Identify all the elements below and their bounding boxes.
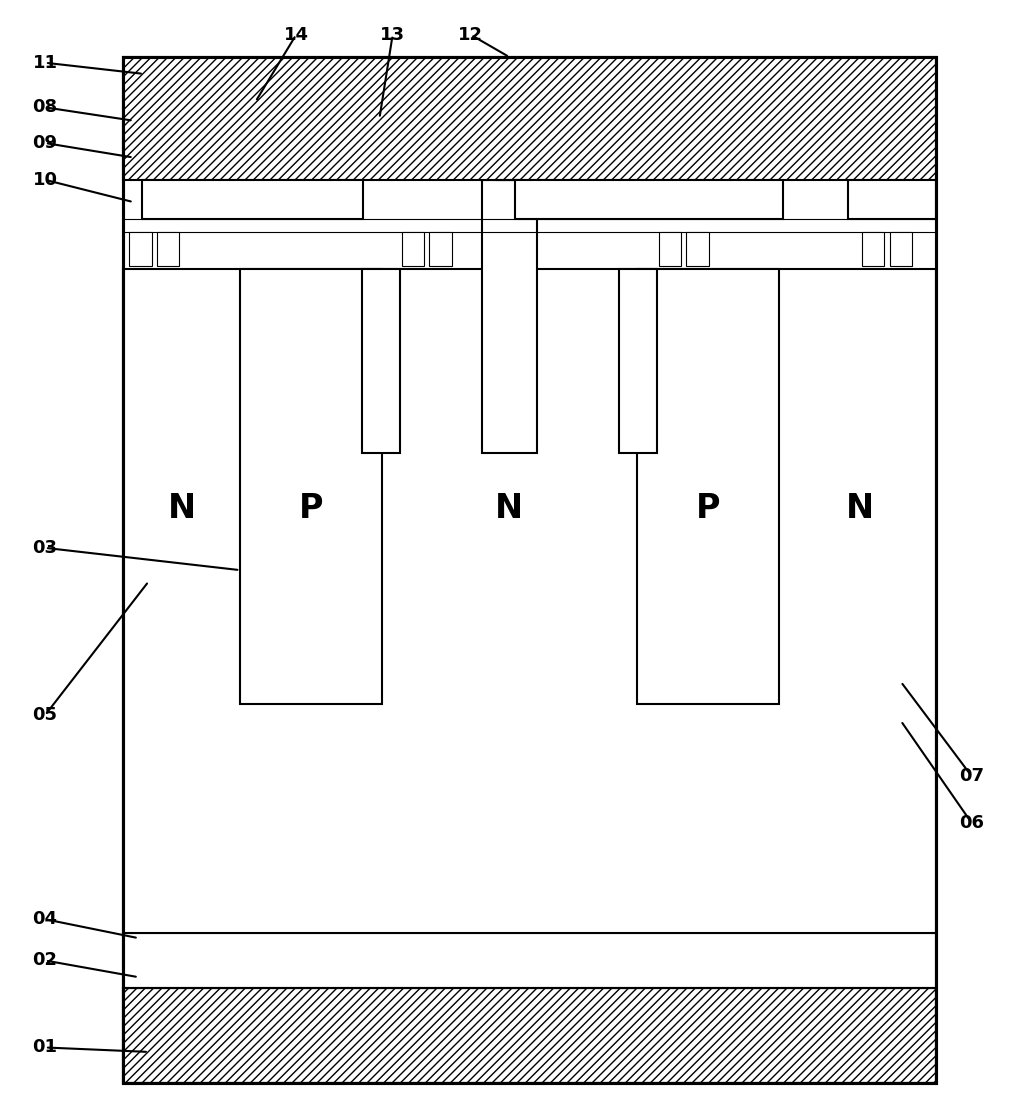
Bar — [123, 988, 936, 1083]
Text: 01: 01 — [33, 1039, 58, 1057]
Text: 14: 14 — [283, 26, 309, 44]
Text: 06: 06 — [959, 814, 984, 832]
Text: 08: 08 — [33, 98, 58, 116]
Bar — [890, 233, 912, 266]
Text: N: N — [168, 492, 197, 525]
Text: 12: 12 — [459, 26, 483, 44]
Text: N: N — [846, 492, 874, 525]
Text: 11: 11 — [33, 54, 58, 72]
Bar — [129, 233, 152, 266]
Text: P+: P+ — [629, 188, 668, 212]
Bar — [362, 269, 399, 453]
Bar — [401, 233, 424, 266]
Bar — [157, 233, 179, 266]
Text: 13: 13 — [380, 26, 406, 44]
Bar — [482, 180, 537, 453]
Bar — [123, 932, 936, 988]
Bar — [515, 180, 783, 219]
Text: 07: 07 — [959, 767, 984, 786]
Bar — [620, 269, 657, 453]
Bar — [862, 233, 884, 266]
Text: 05: 05 — [33, 707, 58, 724]
Text: 03: 03 — [33, 539, 58, 557]
Bar — [123, 57, 936, 1083]
Text: 10: 10 — [33, 171, 58, 189]
Text: 09: 09 — [33, 134, 58, 152]
Text: 02: 02 — [33, 951, 58, 969]
Text: 04: 04 — [33, 910, 58, 928]
Bar — [123, 988, 936, 1083]
Bar — [687, 233, 708, 266]
Text: P: P — [300, 492, 324, 525]
Text: P: P — [695, 492, 719, 525]
Bar — [429, 233, 451, 266]
Text: N: N — [494, 492, 523, 525]
Bar — [848, 180, 936, 219]
Bar — [123, 269, 936, 932]
Bar — [142, 180, 363, 219]
Bar — [123, 57, 936, 180]
Bar — [637, 269, 779, 704]
Text: P+: P+ — [232, 188, 272, 212]
Bar — [659, 233, 682, 266]
Bar — [240, 269, 382, 704]
Bar — [123, 988, 936, 1083]
